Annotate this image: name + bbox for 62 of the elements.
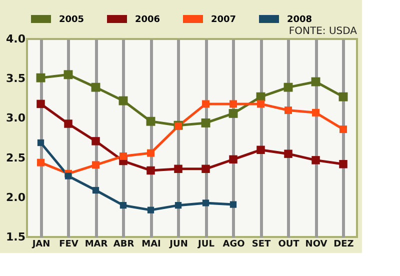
y-tick-label: 3.0 [6,112,26,125]
point [230,201,237,208]
point [311,77,320,86]
x-tick-label: ABR [113,240,134,250]
x-tick-label: JUN [168,240,188,250]
point [229,155,238,164]
x-tick-label: JUL [197,240,215,250]
point [91,82,100,92]
point [201,118,210,128]
point [92,137,100,146]
point [64,70,73,80]
point [228,108,238,118]
legend-label: 2007 [211,15,236,25]
x-tick-label: SET [252,240,272,250]
point [340,126,347,134]
point [174,164,182,174]
point [64,172,72,180]
point [256,146,265,154]
point [147,149,154,157]
point [92,186,100,194]
x-tick-label: MAR [84,240,108,250]
y-tick-label: 2.5 [6,151,26,164]
legend-label: 2006 [135,15,160,25]
legend-label: 2005 [59,15,84,25]
point [284,106,292,114]
point [92,161,100,169]
point [312,156,320,164]
x-tick-label: OUT [278,240,300,250]
point [120,202,127,209]
point [312,108,320,116]
x-tick-label: AGO [222,240,246,250]
x-tick-label: DEZ [334,240,354,250]
point [118,96,128,106]
point [284,82,293,92]
point [202,164,210,174]
y-tick-label: 1.5 [6,230,26,244]
point [36,100,45,108]
point [202,100,210,108]
x-tick-label: MAI [142,240,161,250]
y-tick-label: 2.0 [6,190,26,204]
point [36,73,46,82]
y-tick-label: 4.0 [6,32,26,46]
point [257,100,264,108]
point [338,92,348,102]
point [284,150,292,158]
point [64,120,72,128]
point [37,158,44,166]
point [339,160,348,168]
point [230,100,237,108]
point [147,206,154,214]
x-tick-label: NOV [305,240,328,250]
y-tick-label: 3.5 [6,72,26,86]
point [146,116,156,126]
point [202,200,210,206]
point [120,152,127,160]
x-tick-label: JAN [31,240,50,250]
point [174,202,182,209]
legend-label: 2008 [287,15,312,25]
x-tick-label: FEV [59,240,78,250]
point [37,139,44,146]
source-note: FONTE: USDA [288,26,358,37]
point [146,166,155,175]
